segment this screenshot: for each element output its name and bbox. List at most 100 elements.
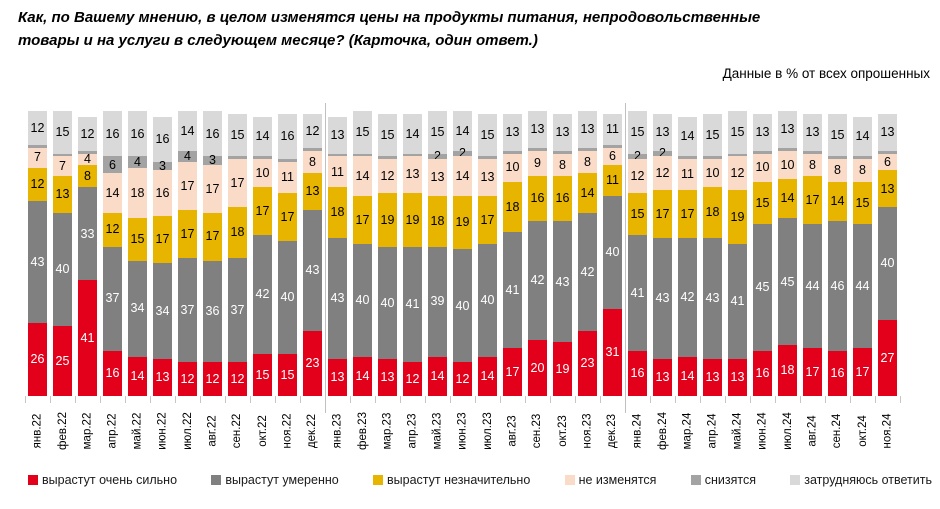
- bar-segment: 13: [53, 176, 72, 213]
- bar-segment: 14: [103, 173, 122, 213]
- bar-июн.22: 13 34 17 16 3 16: [153, 116, 172, 396]
- bar-segment: 13: [403, 156, 422, 193]
- bar-segment: 42: [528, 221, 547, 340]
- bar-segment: [278, 159, 297, 162]
- bar-segment: 12: [178, 362, 197, 396]
- bar-segment: 14: [778, 178, 797, 219]
- bar-segment: [503, 150, 522, 154]
- bar-segment: 12: [28, 167, 47, 202]
- bar-segment: [803, 150, 822, 154]
- bar-дек.23: 31 40 11 6 11: [603, 114, 622, 396]
- bar-окт.22: 15 42 17 10 14: [253, 116, 272, 396]
- bar-segment: 42: [578, 212, 597, 332]
- axis-tick: [575, 396, 576, 403]
- bar-segment: 37: [178, 257, 197, 363]
- bar-segment: 17: [178, 161, 197, 210]
- bar-segment: 18: [503, 181, 522, 233]
- bar-segment: 34: [128, 260, 147, 357]
- bar-окт.23: 19 43 16 8 13: [553, 114, 572, 396]
- bar-segment: 13: [753, 114, 772, 151]
- bar-segment: 15: [428, 111, 447, 154]
- axis-tick: [875, 396, 876, 403]
- bar-segment: [478, 156, 497, 160]
- axis-tick: [675, 396, 676, 403]
- bar-segment: 13: [703, 359, 722, 396]
- bar-segment: 18: [328, 187, 347, 239]
- legend-label: не изменятся: [578, 473, 657, 487]
- bar-авг.22: 12 36 17 17 3 16: [203, 111, 222, 396]
- bar-segment: 17: [203, 212, 222, 261]
- bar-segment: 2: [628, 150, 647, 162]
- bar-segment: 12: [78, 116, 97, 151]
- bar-segment: 14: [128, 356, 147, 396]
- bar-segment: 8: [553, 153, 572, 177]
- bar-segment: 19: [453, 195, 472, 250]
- bar-segment: 17: [503, 348, 522, 396]
- bar-segment: 14: [453, 156, 472, 196]
- axis-tick: [825, 396, 826, 403]
- bar-segment: [328, 153, 347, 157]
- bar-segment: 33: [78, 187, 97, 281]
- bar-segment: [753, 150, 772, 154]
- bar-segment: 43: [328, 238, 347, 360]
- bar-май.22: 14 34 15 18 4 16: [128, 111, 147, 396]
- bar-segment: [703, 156, 722, 160]
- bar-segment: 13: [153, 359, 172, 396]
- bar-segment: [228, 156, 247, 160]
- bar-segment: 25: [53, 325, 72, 396]
- bar-segment: [53, 153, 72, 157]
- bar-segment: 40: [53, 212, 72, 326]
- bar-segment: 17: [353, 195, 372, 244]
- legend-swatch-icon: [690, 475, 701, 485]
- bar-segment: 12: [653, 156, 672, 191]
- bar-segment: 17: [178, 209, 197, 258]
- bar-segment: 16: [753, 350, 772, 396]
- x-axis-label-text: ноя.24: [881, 413, 894, 449]
- bar-segment: 23: [578, 331, 597, 396]
- bar-segment: 43: [553, 221, 572, 343]
- legend-item: не изменятся: [564, 473, 657, 487]
- bar-segment: 11: [603, 164, 622, 196]
- bar-segment: 12: [303, 114, 322, 148]
- bar-май.23: 14 39 18 13 2 15: [428, 111, 447, 396]
- legend-item: вырастут незначительно: [373, 473, 530, 487]
- bar-segment: 45: [753, 224, 772, 351]
- axis-tick: [200, 396, 201, 403]
- axis-tick: [175, 396, 176, 403]
- bar-segment: 13: [503, 114, 522, 151]
- bar-segment: 40: [478, 243, 497, 357]
- bar-ноя.24: 27 40 13 6 13: [878, 114, 897, 396]
- bar-segment: 19: [728, 190, 747, 244]
- bar-segment: 7: [53, 156, 72, 177]
- bar-авг.24: 17 44 17 8 13: [803, 114, 822, 396]
- bar-segment: 13: [328, 359, 347, 396]
- bar-авг.23: 17 41 18 10 13: [503, 114, 522, 396]
- bar-segment: 13: [478, 159, 497, 196]
- bar-мар.23: 13 40 19 12 15: [378, 114, 397, 396]
- bar-segment: 14: [403, 114, 422, 154]
- bar-segment: 17: [678, 190, 697, 239]
- bar-апр.22: 16 37 12 14 6 16: [103, 111, 122, 396]
- bar-segment: 14: [253, 116, 272, 157]
- axis-tick: [800, 396, 801, 403]
- axis-tick: [25, 396, 26, 403]
- axis-tick: [900, 396, 901, 403]
- bar-segment: 7: [28, 147, 47, 168]
- legend-swatch-icon: [211, 475, 222, 485]
- bar-segment: 13: [578, 111, 597, 148]
- bar-ноя.23: 23 42 14 8 13: [578, 111, 597, 396]
- bar-segment: 36: [203, 260, 222, 363]
- bar-segment: 13: [428, 159, 447, 196]
- bar-segment: 13: [328, 116, 347, 154]
- legend-label: вырастут умеренно: [225, 473, 339, 487]
- bar-segment: 8: [78, 164, 97, 188]
- bar-segment: 18: [778, 345, 797, 396]
- bar-segment: 4: [78, 153, 97, 165]
- bar-segment: 13: [878, 170, 897, 208]
- bar-segment: 17: [228, 159, 247, 208]
- bar-segment: 6: [878, 153, 897, 171]
- bar-segment: 42: [253, 235, 272, 354]
- axis-tick: [600, 396, 601, 403]
- bar-segment: [78, 150, 97, 154]
- bar-segment: 18: [428, 195, 447, 247]
